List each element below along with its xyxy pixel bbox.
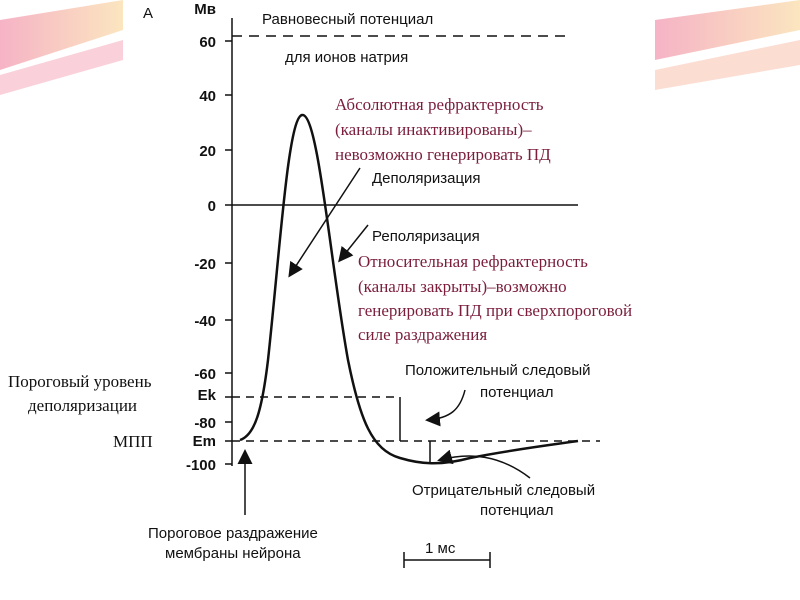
y-tick: -80 <box>194 415 216 432</box>
y-tick: -100 <box>186 457 216 474</box>
axes <box>225 18 600 568</box>
depolarization-label: Деполяризация <box>372 170 481 187</box>
y-tick: 0 <box>208 198 216 215</box>
stimulus-label: мембраны нейрона <box>165 545 301 562</box>
y-tick: Em <box>193 433 216 450</box>
figure-bg <box>123 0 655 585</box>
axis-unit: Мв <box>194 1 216 18</box>
y-tick: Ek <box>198 387 217 404</box>
absolute-refractory: невозможно генерировать ПД <box>335 145 551 164</box>
positive-trace-label: Положительный следовый <box>405 362 591 379</box>
equilibrium-label: Равновесный потенциал <box>262 11 433 28</box>
decor <box>0 0 800 95</box>
relative-refractory: Относительная рефрактерность <box>358 252 588 271</box>
absolute-refractory: (каналы инактивированы)– <box>335 120 532 139</box>
negative-trace-label: потенциал <box>480 502 554 519</box>
y-tick: -40 <box>194 313 216 330</box>
y-tick: -60 <box>194 366 216 383</box>
panel-label: А <box>143 5 153 22</box>
positive-trace-label: потенциал <box>480 384 554 401</box>
y-tick: 60 <box>199 34 216 51</box>
y-tick: 40 <box>199 88 216 105</box>
resting-potential: МПП <box>113 432 153 451</box>
negative-trace-label: Отрицательный следовый <box>412 482 595 499</box>
action-potential-curve <box>239 113 579 465</box>
y-tick: 20 <box>199 143 216 160</box>
time-scale: 1 мс <box>425 540 456 557</box>
y-tick: -20 <box>194 256 216 273</box>
repolarization-label: Реполяризация <box>372 228 480 245</box>
threshold-level: деполяризации <box>28 396 137 415</box>
relative-refractory: (каналы закрыты)–возможно <box>358 277 567 296</box>
threshold-level: Пороговый уровень <box>8 372 152 391</box>
relative-refractory: силе раздражения <box>358 325 487 344</box>
equilibrium-label: для ионов натрия <box>285 49 408 66</box>
labels: А Мв 60 40 20 0 -20 -40 -60 Ek -80 Em -1… <box>8 1 632 562</box>
arrows <box>237 167 531 515</box>
absolute-refractory: Абсолютная рефрактерность <box>335 95 544 114</box>
stimulus-label: Пороговое раздражение <box>148 525 318 542</box>
relative-refractory: генерировать ПД при сверхпороговой <box>358 301 632 320</box>
